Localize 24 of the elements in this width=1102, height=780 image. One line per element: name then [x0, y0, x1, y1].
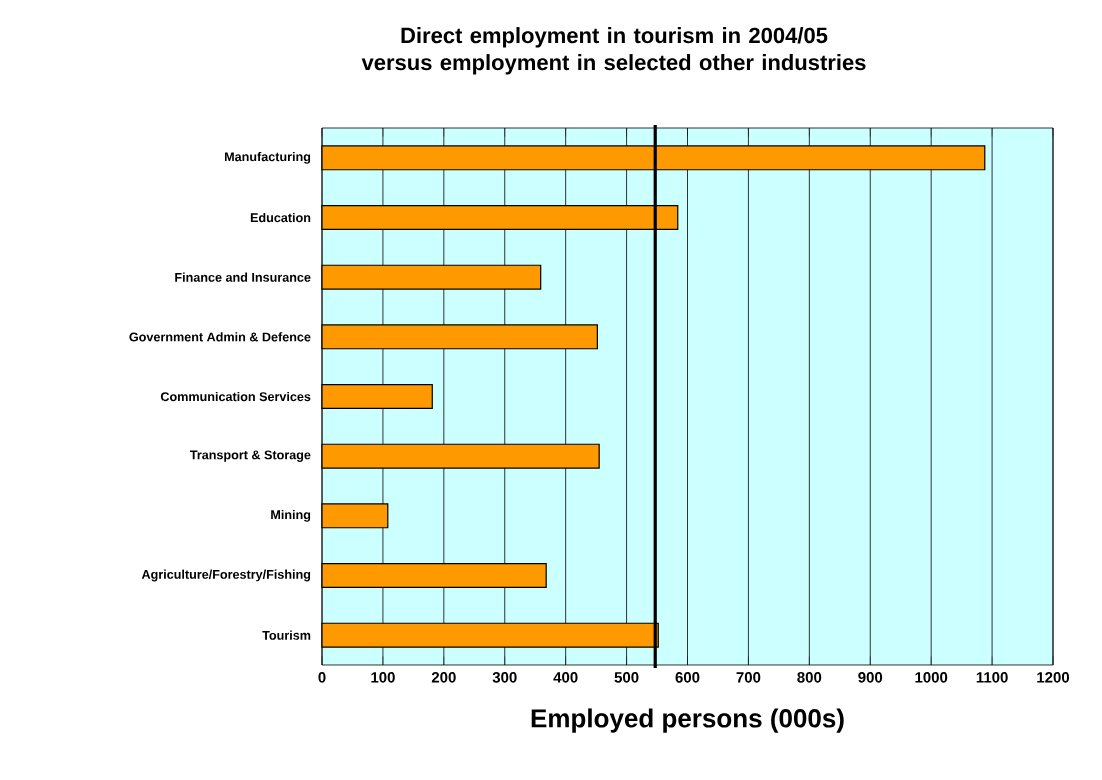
chart-title: Direct employment in tourism in 2004/05 versus employment in selected other industries: [361, 27, 866, 75]
x-tick-label: 700: [736, 672, 761, 683]
y-tick-label: Tourism: [262, 630, 311, 640]
y-tick-label: Communication Services: [160, 391, 311, 402]
x-tick-label: 900: [858, 672, 883, 683]
x-axis-title: Employed persons (000s): [531, 708, 844, 733]
x-tick-label: 600: [675, 672, 700, 683]
y-tick-label: Mining: [271, 509, 311, 522]
x-tick-label: 100: [371, 672, 395, 683]
x-tick-label: 400: [553, 672, 578, 683]
y-tick-label: Government Admin & Defence: [129, 332, 311, 342]
x-tick-label: 1200: [1037, 672, 1070, 683]
y-tick-label: Agriculture/Forestry/Fishing: [141, 569, 311, 582]
x-tick-label: 500: [614, 672, 639, 683]
x-tick-label: 200: [431, 672, 456, 683]
y-tick-label: Education: [250, 212, 311, 223]
x-tick-label: 800: [797, 672, 822, 683]
x-tick-label: 300: [492, 672, 517, 683]
x-tick-label: 1000: [915, 672, 948, 683]
x-tick-label: 1100: [976, 672, 1008, 683]
y-tick-label: Manufacturing: [224, 151, 311, 164]
x-tick-label: 0: [318, 672, 326, 683]
y-tick-label: Finance and Insurance: [175, 272, 311, 282]
y-tick-label: Transport & Storage: [189, 450, 311, 462]
